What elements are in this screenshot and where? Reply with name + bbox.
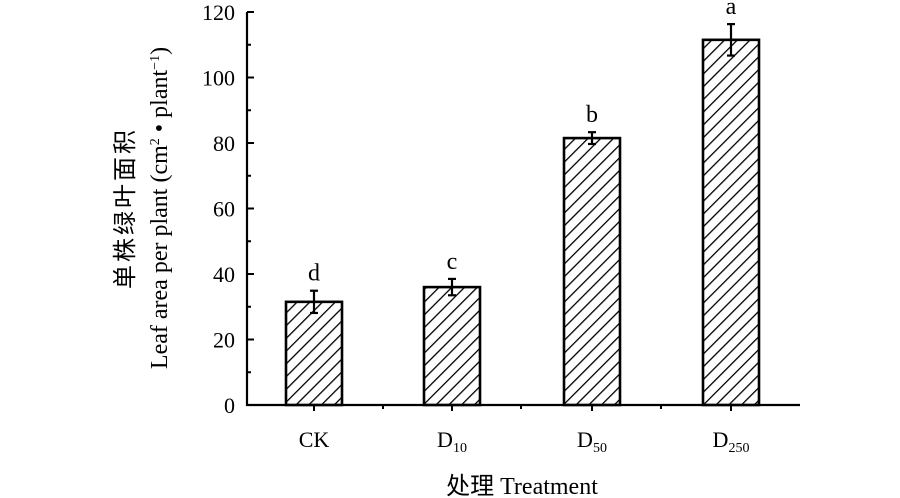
x-tick-label: D10: [437, 427, 467, 456]
bar-d50: [562, 136, 622, 407]
bar-ck: [284, 300, 344, 407]
y-axis-title-en: Leaf area per plant (cm2 • plant−1): [147, 47, 173, 369]
x-tick-label: D50: [577, 427, 607, 456]
x-tick-label: D250: [713, 427, 750, 456]
x-axis-title: 处理 Treatment: [446, 473, 598, 498]
x-tick-label: CK: [299, 427, 330, 452]
y-tick-label: 40: [213, 262, 235, 287]
significance-letter: b: [586, 102, 598, 128]
significance-letter: c: [447, 249, 458, 275]
y-tick-label: 0: [224, 393, 235, 418]
bar-d250: [701, 38, 761, 407]
y-axis-title-cn: 单株绿叶面积: [112, 127, 139, 289]
y-tick-label: 120: [202, 0, 235, 25]
y-tick-label: 20: [213, 328, 235, 353]
y-tick-label: 80: [213, 131, 235, 156]
bars-group: d c b a: [284, 0, 761, 407]
bar-d10: [422, 285, 482, 407]
y-tick-label: 60: [213, 197, 235, 222]
y-tick-label: 100: [202, 66, 235, 91]
significance-letter: d: [308, 261, 320, 287]
significance-letter: a: [726, 0, 737, 20]
axes-group: 0 20 40 60 80 100 120 CK D10 D50 D250: [202, 0, 800, 456]
labels-group: 处理 Treatment 单株绿叶面积 Leaf area per plant …: [112, 47, 598, 498]
